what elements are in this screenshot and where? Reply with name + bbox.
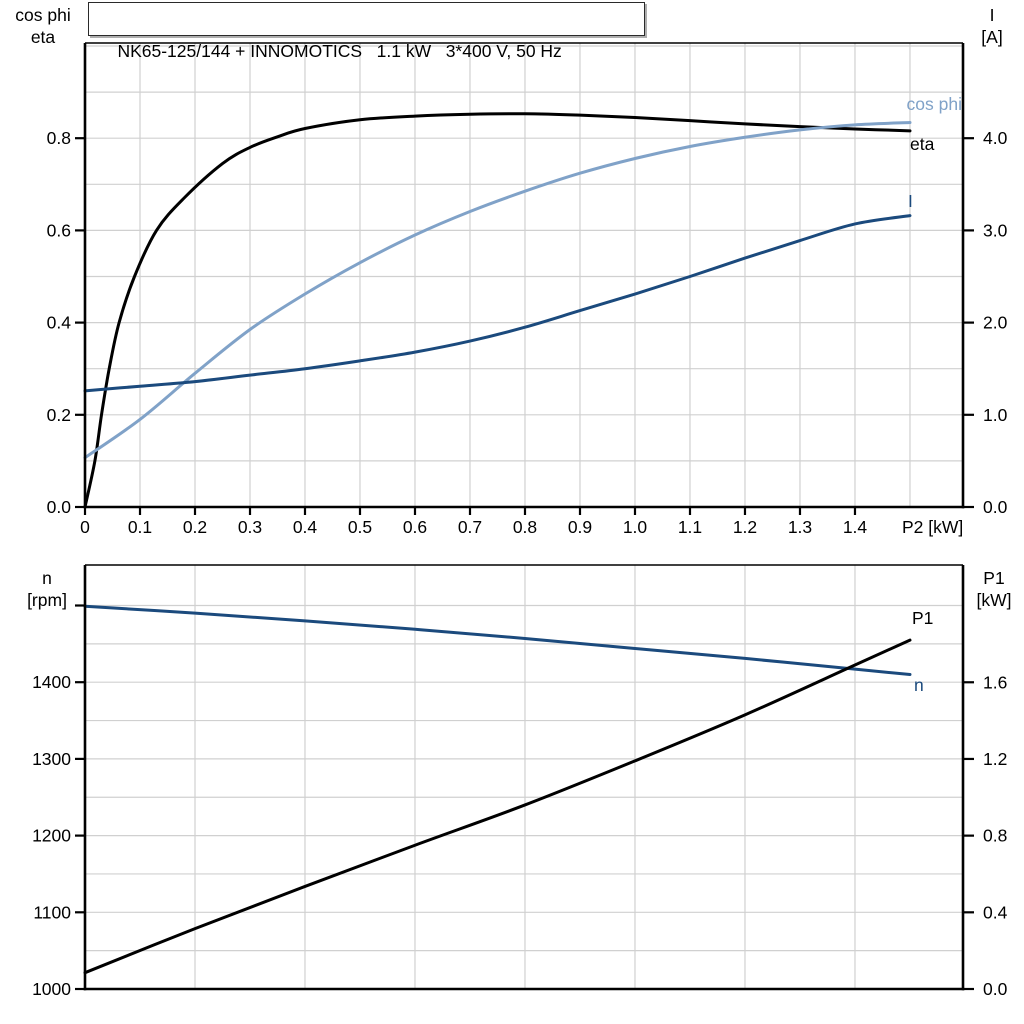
motor-curves-x-tick-label: 1.0 (623, 517, 648, 537)
speed-power-curves-right-tick-label: 0.4 (983, 902, 1008, 922)
speed-power-curves-left-tick-label: 1100 (33, 902, 71, 922)
motor-curves-left-tick-label: 0.8 (47, 128, 71, 148)
motor-curves-label-I: I (908, 191, 913, 211)
motor-curves-x-tick-label: 1.3 (788, 517, 812, 537)
speed-power-curves-label-n: n (914, 675, 924, 695)
motor-curves-label-eta: eta (910, 134, 935, 154)
motor-curves-x-tick-label: 0.4 (293, 517, 318, 537)
motor-curves-label-cos_phi: cos phi (907, 94, 962, 114)
motor-curves-x-tick-label: 0.6 (403, 517, 427, 537)
speed-power-curves-right-tick-label: 0.8 (983, 826, 1007, 846)
motor-curves-x-tick-label: 0.2 (183, 517, 207, 537)
speed-power-curves-curve-n (83, 604, 912, 677)
motor-curves-right-tick-label: 3.0 (983, 220, 1008, 240)
motor-curves-left-axis-title: eta (31, 27, 56, 47)
motor-curves-curve-cos_phi (83, 121, 912, 460)
motor-curves-x-tick-label: 0.7 (458, 517, 482, 537)
speed-power-curves-label-P1: P1 (912, 608, 933, 628)
motor-curves-left-tick-label: 0.2 (47, 405, 71, 425)
motor-curves-x-tick-label: 1.2 (733, 517, 757, 537)
motor-curves-curve-I (83, 214, 912, 393)
speed-power-curves-left-tick-label: 1400 (32, 672, 71, 692)
motor-curves-left-tick-label: 0.0 (47, 497, 72, 517)
motor-curves-curve-eta (83, 112, 912, 509)
motor-curves-left-axis-title: cos phi (15, 5, 70, 25)
speed-power-curves-left-axis-title: [rpm] (27, 590, 67, 610)
speed-power-curves-curve-P1 (83, 638, 912, 975)
chart-title-box: NK65-125/144 + INNOMOTICS 1.1 kW 3*400 V… (88, 2, 645, 61)
speed-power-curves-right-tick-label: 0.0 (983, 979, 1008, 999)
motor-curves-x-tick-label: 0.1 (128, 517, 152, 537)
motor-curves-x-tick-label: 0.8 (513, 517, 537, 537)
motor-curves-left-tick-label: 0.6 (47, 220, 71, 240)
motor-curves-x-tick-label: 1.1 (678, 517, 702, 537)
speed-power-curves-right-tick-label: 1.6 (983, 672, 1007, 692)
speed-power-curves-left-axis-title: n (42, 568, 52, 588)
motor-curves-right-tick-label: 1.0 (983, 405, 1008, 425)
chart-title: NK65-125/144 + INNOMOTICS 1.1 kW 3*400 V… (117, 41, 562, 61)
motor-curves-right-axis-title: I (990, 5, 995, 25)
motor-curves-x-tick-label: 0.9 (568, 517, 592, 537)
motor-curves-left-tick-label: 0.4 (47, 313, 72, 333)
speed-power-curves-left-tick-label: 1300 (32, 749, 71, 769)
motor-curves-x-tick-label: 0.5 (348, 517, 372, 537)
speed-power-curves-right-tick-label: 1.2 (983, 749, 1007, 769)
speed-power-curves-left-tick-label: 1200 (32, 826, 71, 846)
speed-power-curves-right-axis-title: [kW] (977, 590, 1012, 610)
motor-curves-right-tick-label: 0.0 (983, 497, 1008, 517)
motor-curves-right-tick-label: 2.0 (983, 313, 1008, 333)
motor-curves-right-axis-title: [A] (981, 27, 1002, 47)
motor-curves-x-tick-label: 1.4 (843, 517, 868, 537)
motor-curves-x-axis-unit-label: P2 [kW] (902, 517, 963, 537)
speed-power-curves-left-tick-label: 1000 (32, 979, 71, 999)
motor-curves-right-tick-label: 4.0 (983, 128, 1008, 148)
motor-curves-x-tick-label: 0 (80, 517, 90, 537)
speed-power-curves-right-axis-title: P1 (983, 568, 1004, 588)
motor-curves-x-tick-label: 0.3 (238, 517, 262, 537)
